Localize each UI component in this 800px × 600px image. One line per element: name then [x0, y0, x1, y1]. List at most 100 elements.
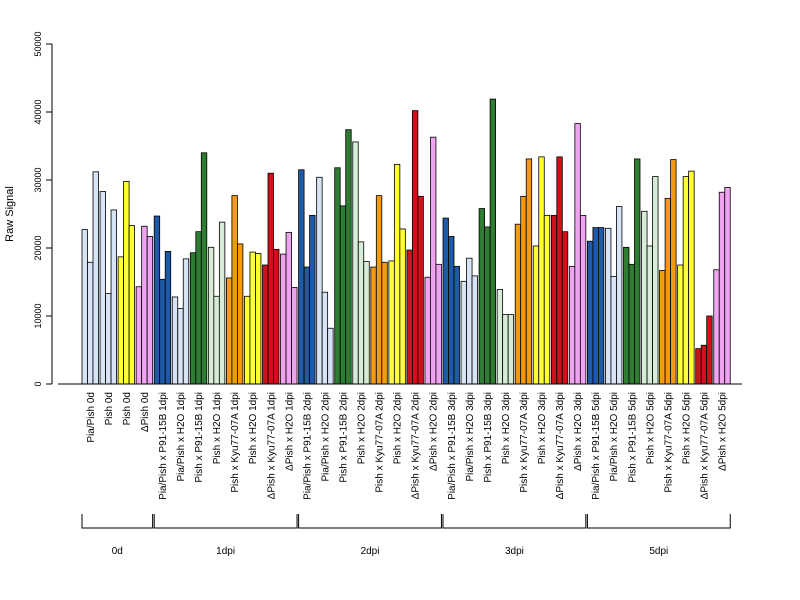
x-tick-label: ΔPish x Kyu77-07A 3dpi: [555, 392, 566, 499]
bar: [646, 245, 653, 385]
group-bracket: [153, 514, 298, 529]
y-tick-label: 40000: [33, 99, 43, 124]
x-tick-label: Pish 0d: [104, 392, 115, 425]
group-bracket: [81, 514, 154, 529]
x-tick-label: Pish x Kyu77-07A 3dpi: [519, 392, 530, 493]
x-tick-label: ΔPish x Kyu77-07A 1dpi: [266, 392, 277, 499]
bar: [146, 236, 154, 385]
x-tick-label: Pish x Kyu77-07A 1dpi: [230, 392, 241, 493]
bar: [448, 236, 455, 385]
bar: [381, 261, 388, 385]
bar: [568, 265, 576, 385]
bar: [81, 229, 88, 385]
bar: [532, 245, 540, 385]
bar: [677, 264, 684, 385]
bar: [442, 217, 449, 385]
bar: [370, 266, 377, 385]
x-tick-label: Pia/Pish 0d: [86, 392, 97, 443]
bar: [99, 191, 106, 385]
group-label: 5dpi: [649, 546, 668, 557]
bar: [177, 308, 184, 385]
bar: [634, 158, 641, 385]
bar: [574, 123, 581, 385]
x-tick-label: Pish x H2O 1dpi: [248, 392, 259, 464]
bar: [273, 248, 280, 385]
bars: [81, 98, 731, 385]
bar: [502, 314, 509, 385]
y-axis-label: Raw Signal: [4, 186, 16, 242]
bar: [610, 276, 617, 385]
bar: [357, 241, 365, 385]
bar: [406, 249, 413, 385]
bar: [195, 231, 202, 385]
x-tick-label: ΔPish x H2O 3dpi: [573, 392, 584, 471]
bar: [695, 348, 702, 385]
x-tick-label: Pish x H2O 2dpi: [357, 392, 368, 464]
bar: [605, 227, 612, 385]
bar: [117, 256, 124, 385]
bar: [471, 275, 478, 385]
bar: [484, 226, 491, 385]
bar: [430, 136, 437, 385]
bar: [262, 264, 269, 385]
bar: [153, 215, 161, 385]
x-tick-label: Pish x Kyu77-07A 5dpi: [663, 392, 674, 493]
bar: [514, 223, 522, 385]
bar: [507, 314, 515, 385]
bar: [460, 280, 467, 385]
bar: [556, 156, 563, 385]
bar: [213, 295, 220, 385]
group-brackets: 0d 1dpi 2dpi 3dpi 5dpi: [81, 514, 731, 557]
x-tick-label: ΔPish x Kyu77-07A 5dpi: [699, 392, 710, 499]
bar: [123, 180, 130, 385]
bar: [327, 327, 334, 385]
bar: [200, 152, 208, 385]
group-bracket: [298, 514, 442, 529]
bar: [105, 293, 112, 385]
bar: [525, 158, 533, 385]
bar: [706, 315, 713, 385]
x-tick-label: Pish x P91-15B 5dpi: [627, 392, 638, 483]
bar: [724, 187, 731, 385]
bar: [417, 195, 424, 385]
bar: [489, 98, 497, 385]
x-tick-label: Pia/Pish x P91-15B 1dpi: [158, 392, 169, 500]
bar: [587, 240, 594, 385]
bar: [280, 253, 287, 385]
bar: [561, 231, 569, 385]
bar: [249, 251, 256, 385]
x-tick-label: Pia/Pish x H2O 1dpi: [176, 392, 187, 482]
y-tick-label: 0: [33, 381, 43, 386]
bar: [453, 265, 460, 385]
bar: [388, 260, 395, 385]
group-bracket: [586, 514, 731, 529]
x-tick-label: Pia/Pish x H2O 2dpi: [320, 392, 331, 482]
bar: [309, 214, 316, 385]
bar: [363, 261, 370, 385]
y-tick-label: 10000: [33, 303, 43, 328]
bar: [182, 258, 190, 385]
bar: [171, 296, 179, 385]
x-tick-label: ΔPish x H2O 5dpi: [718, 392, 729, 471]
y-axis: 0 10000 20000 30000 40000 50000: [33, 31, 53, 387]
bar: [128, 225, 136, 385]
bar: [664, 197, 671, 385]
bar: [298, 169, 305, 385]
bar: [316, 176, 323, 385]
x-tick-label: Pish x P91-15B 3dpi: [483, 392, 494, 483]
group-label: 2dpi: [361, 546, 380, 557]
x-tick-label: ΔPish 0d: [140, 392, 151, 432]
bar: [466, 257, 473, 385]
x-tick-label: Pia/Pish x H2O 5dpi: [609, 392, 620, 482]
bar: [538, 156, 545, 385]
group-label: 1dpi: [216, 546, 235, 557]
bar: [244, 295, 251, 385]
y-tick-label: 20000: [33, 235, 43, 260]
bar: [87, 261, 94, 385]
x-tick-label: ΔPish x H2O 1dpi: [284, 392, 295, 471]
bar: [579, 214, 587, 385]
group-label: 0d: [112, 546, 123, 557]
x-tick-label: Pish x H2O 3dpi: [537, 392, 548, 464]
bar: [399, 228, 406, 385]
bar: [135, 286, 143, 385]
